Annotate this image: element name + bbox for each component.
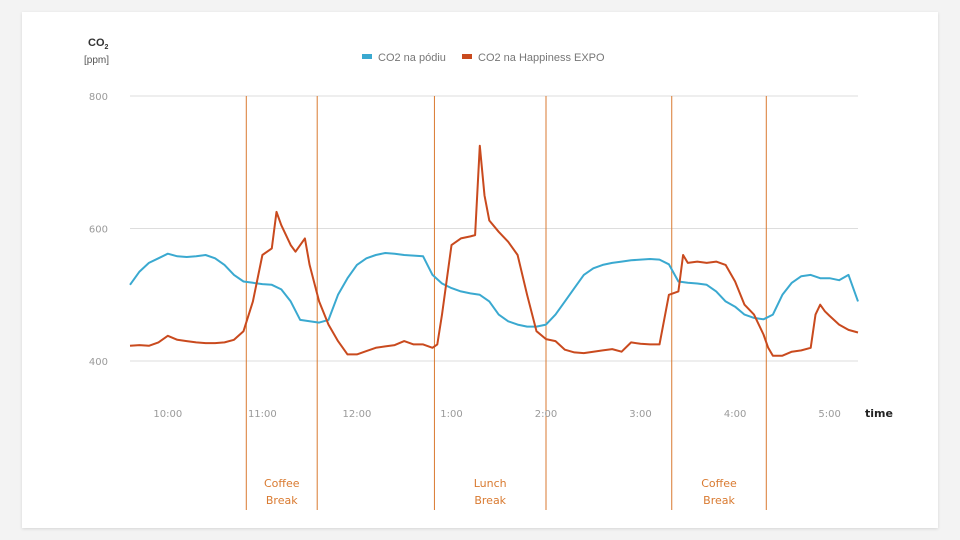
x-tick-label: 10:00 — [153, 409, 182, 420]
co2-line-chart: CO2 [ppm] CO2 na pódiu CO2 na Happiness E… — [84, 37, 893, 510]
y-tick-label: 600 — [89, 225, 108, 236]
series-lines — [129, 144, 859, 357]
legend-label: CO2 na pódiu — [378, 52, 446, 64]
x-tick-label: 3:00 — [629, 409, 651, 420]
y-axis-ticks: 400 600 800 — [89, 92, 108, 368]
y-tick-label: 400 — [89, 357, 108, 368]
y-axis-label: CO2 — [88, 37, 109, 51]
break-label-line2: Break — [474, 494, 506, 507]
series-line-2 — [129, 144, 859, 357]
x-tick-label: 5:00 — [818, 409, 840, 420]
x-tick-label: 2:00 — [535, 409, 557, 420]
x-tick-label: 1:00 — [440, 409, 462, 420]
legend-swatch — [462, 54, 472, 59]
y-tick-label: 800 — [89, 92, 108, 103]
x-tick-label: 4:00 — [724, 409, 746, 420]
series-line-1 — [129, 252, 859, 328]
x-axis-label: time — [865, 407, 893, 420]
break-label-line1: Coffee — [701, 477, 737, 490]
break-label-line1: Lunch — [474, 477, 507, 490]
y-axis-label-subscript: 2 — [105, 44, 109, 51]
chart-card: CO2 [ppm] CO2 na pódiu CO2 na Happiness E… — [22, 12, 938, 528]
legend-label: CO2 na Happiness EXPO — [478, 52, 605, 64]
y-axis-unit: [ppm] — [84, 55, 109, 66]
legend: CO2 na pódiu CO2 na Happiness EXPO — [362, 52, 605, 64]
legend-swatch — [362, 54, 372, 59]
x-tick-label: 12:00 — [342, 409, 371, 420]
break-label-line2: Break — [266, 494, 298, 507]
x-tick-label: 11:00 — [248, 409, 277, 420]
break-label-line2: Break — [703, 494, 735, 507]
x-axis-ticks: 10:00 11:00 12:00 1:00 2:00 3:00 4:00 5:00 — [153, 409, 840, 420]
break-label-line1: Coffee — [264, 477, 300, 490]
gridlines — [130, 95, 858, 362]
break-markers: Coffee Break Lunch Break Coffee Break — [245, 96, 767, 510]
